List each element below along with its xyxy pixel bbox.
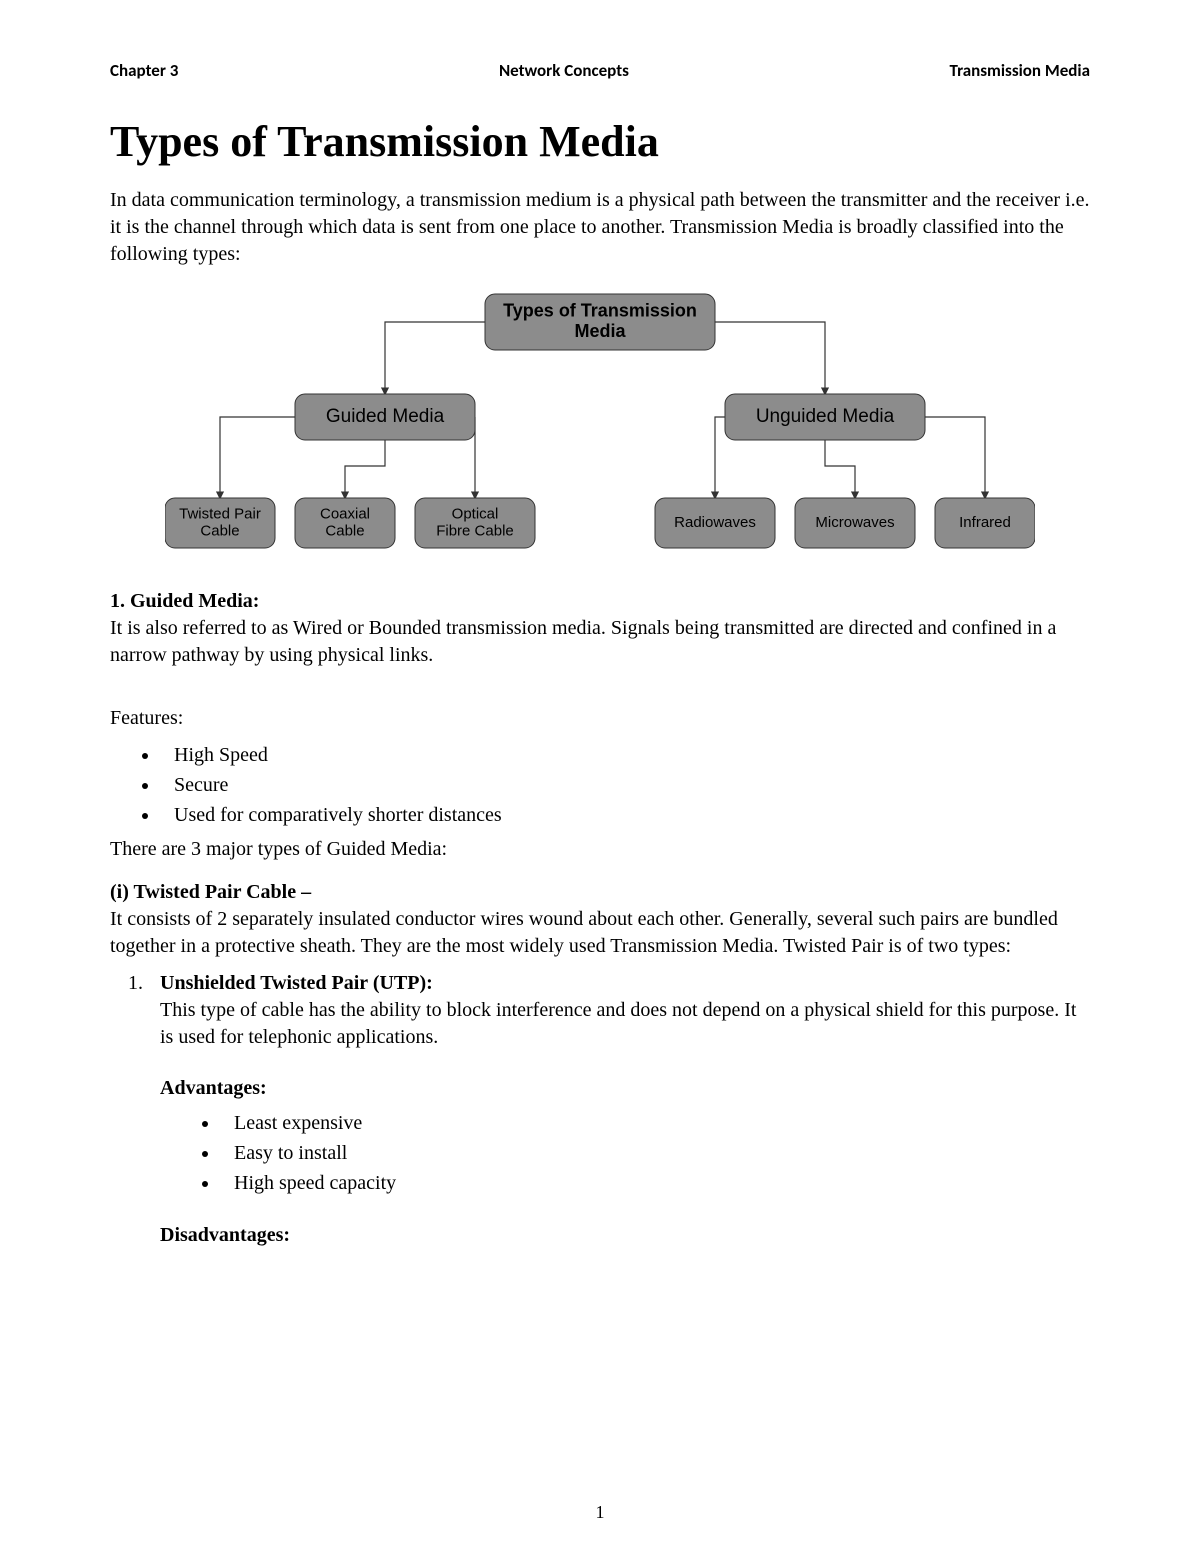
tree-node-twisted: Twisted PairCable [165, 498, 275, 548]
tree-node-root: Types of TransmissionMedia [485, 294, 715, 350]
page-header: Chapter 3 Network Concepts Transmission … [110, 60, 1090, 81]
svg-text:Cable: Cable [200, 523, 239, 540]
advantages-list: Least expensiveEasy to installHigh speed… [220, 1108, 1090, 1198]
svg-text:Types of Transmission: Types of Transmission [503, 300, 697, 320]
svg-text:Coaxial: Coaxial [320, 505, 370, 522]
twisted-pair-heading: (i) Twisted Pair Cable – [110, 881, 1090, 904]
features-list: High SpeedSecureUsed for comparatively s… [160, 740, 1090, 830]
hierarchy-diagram: Types of TransmissionMedia Guided Media Un… [110, 286, 1090, 566]
guided-types-note: There are 3 major types of Guided Media: [110, 836, 1090, 863]
tree-node-radio: Radiowaves [655, 498, 775, 548]
tree-node-optical: OpticalFibre Cable [415, 498, 535, 548]
svg-text:Media: Media [574, 321, 626, 341]
page-title: Types of Transmission Media [110, 116, 1090, 167]
header-right: Transmission Media [950, 60, 1090, 81]
list-item: Unshielded Twisted Pair (UTP): This type… [148, 970, 1090, 1051]
utp-text: This type of cable has the ability to bl… [160, 999, 1076, 1048]
list-item: Easy to install [220, 1138, 1090, 1168]
list-item: Used for comparatively shorter distances [160, 800, 1090, 830]
tree-node-infra: Infrared [935, 498, 1035, 548]
features-label: Features: [110, 707, 1090, 730]
intro-paragraph: In data communication terminology, a tra… [110, 187, 1090, 268]
svg-text:Fibre Cable: Fibre Cable [436, 523, 514, 540]
guided-heading: 1. Guided Media: [110, 590, 1090, 613]
list-item: Secure [160, 770, 1090, 800]
tree-chart: Types of TransmissionMedia Guided Media Un… [165, 286, 1035, 566]
svg-text:Guided Media: Guided Media [326, 406, 445, 427]
header-center: Network Concepts [499, 60, 629, 81]
tree-node-micro: Microwaves [795, 498, 915, 548]
list-item: High speed capacity [220, 1168, 1090, 1198]
tree-node-guided: Guided Media [295, 394, 475, 440]
svg-text:Infrared: Infrared [959, 514, 1011, 531]
tree-node-coax: CoaxialCable [295, 498, 395, 548]
header-left: Chapter 3 [110, 60, 178, 81]
page-number: 1 [0, 1502, 1200, 1523]
document-page: Chapter 3 Network Concepts Transmission … [0, 0, 1200, 1553]
svg-text:Optical: Optical [452, 505, 499, 522]
disadvantages-label: Disadvantages: [160, 1224, 1090, 1247]
svg-text:Microwaves: Microwaves [815, 514, 894, 531]
list-item: Least expensive [220, 1108, 1090, 1138]
svg-text:Unguided Media: Unguided Media [756, 406, 895, 427]
tree-node-unguided: Unguided Media [725, 394, 925, 440]
list-item: High Speed [160, 740, 1090, 770]
guided-text: It is also referred to as Wired or Bound… [110, 615, 1090, 669]
twisted-pair-types: Unshielded Twisted Pair (UTP): This type… [148, 970, 1090, 1051]
svg-text:Twisted Pair: Twisted Pair [179, 505, 261, 522]
svg-text:Cable: Cable [325, 523, 364, 540]
svg-text:Radiowaves: Radiowaves [674, 514, 756, 531]
advantages-label: Advantages: [160, 1077, 1090, 1100]
twisted-pair-text: It consists of 2 separately insulated co… [110, 906, 1090, 960]
utp-title: Unshielded Twisted Pair (UTP): [160, 972, 433, 994]
